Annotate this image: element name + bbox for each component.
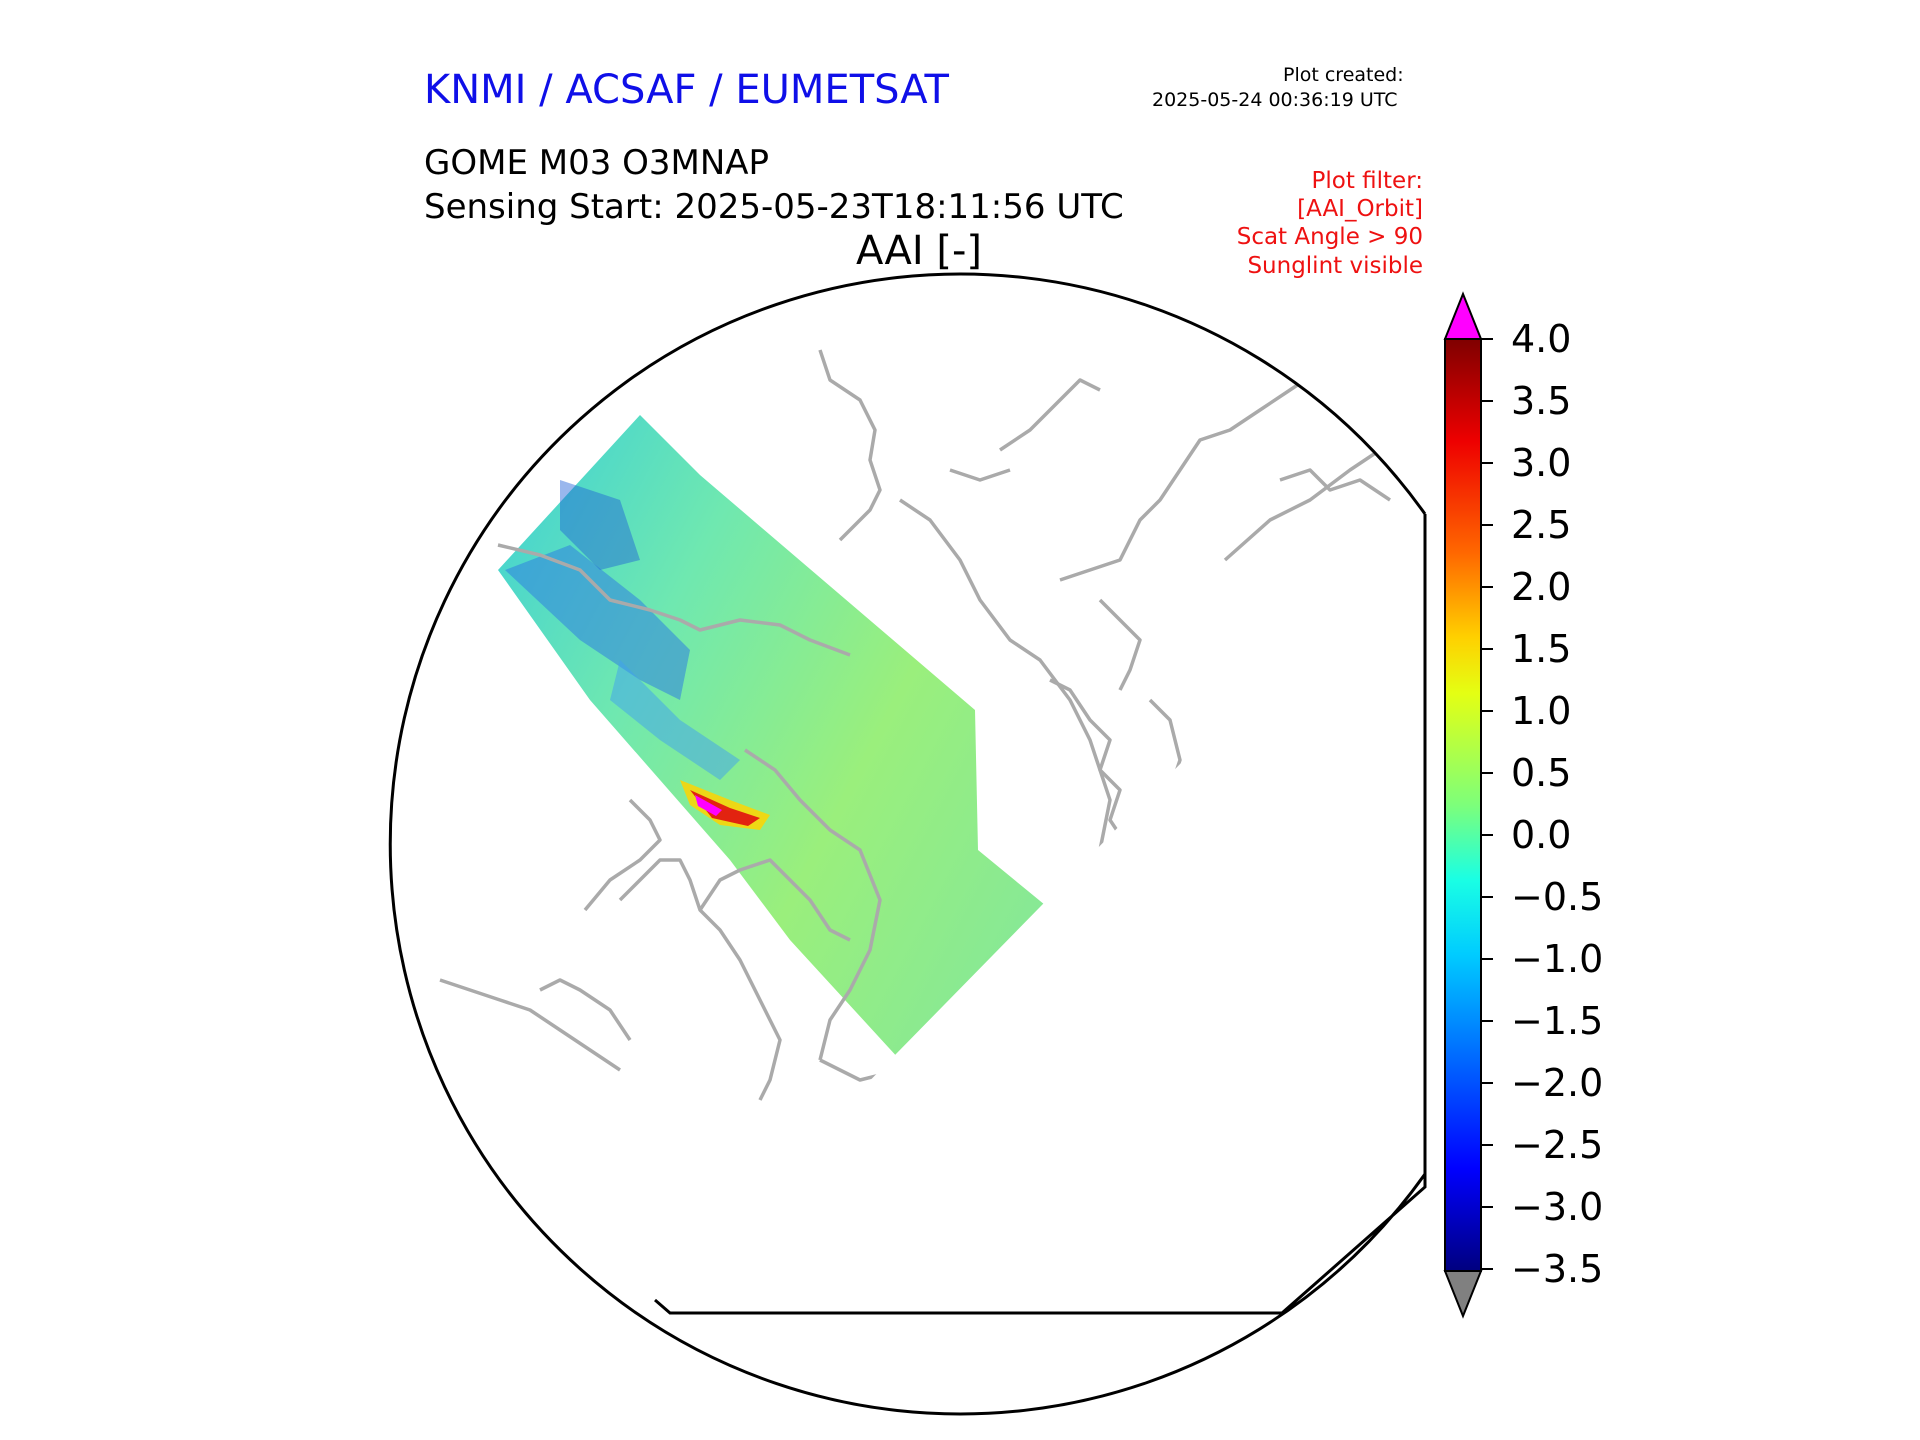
plot-filter-heading: Plot filter: (1311, 168, 1423, 194)
coastline-sweden (1088, 998, 1182, 1172)
coastline-bering (949, 468, 1011, 482)
colorbar-tick-label: −1.5 (1511, 999, 1604, 1043)
colorbar-tick-label: 2.5 (1511, 503, 1572, 547)
plot-created-label: Plot created: (1283, 64, 1404, 86)
colorbar-tick-label: 3.0 (1511, 441, 1572, 485)
swath-negative-patch (560, 480, 640, 570)
swath-negative-edge (1140, 1000, 1165, 1085)
product-title: GOME M03 O3MNAP (424, 143, 770, 183)
swath-negative-streak (610, 660, 740, 780)
coastline-siberia (1059, 368, 1321, 582)
swath-negative-east (1060, 1000, 1160, 1120)
coastline-greenland-west (618, 858, 782, 1101)
colorbar-tick-label: 1.5 (1511, 627, 1572, 671)
swath-gap-line (1083, 1064, 1162, 1161)
colorbar-gradient (1444, 338, 1482, 1272)
colorbar-tick-marks (1481, 338, 1493, 1270)
colorbar-tick-label: 0.0 (1511, 813, 1572, 857)
variable-title: AAI [-] (856, 228, 982, 274)
swath-plume-core (690, 790, 760, 826)
coastline-chukotka (999, 378, 1101, 452)
map-boundary (388, 272, 1427, 1416)
coastline-baffin (583, 798, 662, 912)
coastline-caspian (1228, 1188, 1322, 1262)
coastline-british-isles (918, 1188, 962, 1281)
colorbar-tick-label: 0.5 (1511, 751, 1572, 795)
coastline-kamchatka (1279, 468, 1391, 502)
coastline-alaska-siberia (818, 349, 882, 542)
colorbar-tick-label: −2.5 (1511, 1123, 1604, 1167)
colorbar-tick-label: −2.0 (1511, 1061, 1604, 1105)
coastline-hudson-bay (744, 748, 882, 1061)
colorbar-tick-label: 4.0 (1511, 317, 1572, 361)
colorbar-tick-label: 1.0 (1511, 689, 1572, 733)
coastline-labrador (439, 978, 621, 1072)
colorbar-over-triangle (1443, 291, 1483, 340)
coastline-baltic (1088, 929, 1161, 992)
colorbar-tick-label: −0.5 (1511, 875, 1604, 919)
swath-plume-peak (695, 795, 722, 816)
coastline-new-siberian-islands (1098, 598, 1142, 691)
coastline-north-america-arctic (497, 543, 851, 657)
swath-negative-band (505, 545, 690, 700)
colorbar-tick-label: −3.5 (1511, 1247, 1604, 1291)
colorbar (1443, 291, 1493, 1319)
colorbar-tick-label: 2.0 (1511, 565, 1572, 609)
plot-filter-name: [AAI_Orbit] (1297, 196, 1423, 222)
agency-title: KNMI / ACSAF / EUMETSAT (424, 67, 949, 113)
colorbar-tick-label: 3.5 (1511, 379, 1572, 423)
coastline-newfoundland (539, 978, 632, 1041)
plot-created-time: 2025-05-24 00:36:19 UTC (1152, 89, 1398, 111)
colorbar-tick-label: −1.0 (1511, 937, 1604, 981)
plot-filter-scat-angle: Scat Angle > 90 (1236, 224, 1423, 250)
sensing-start: Sensing Start: 2025-05-23T18:11:56 UTC (424, 187, 1124, 227)
colorbar-under-triangle (1443, 1270, 1483, 1319)
coastline-east-asia (1319, 1118, 1402, 1171)
colorbar-tick-label: −3.0 (1511, 1185, 1604, 1229)
plot-filter-sunglint: Sunglint visible (1247, 253, 1423, 279)
coastline-greenland-north (698, 858, 851, 942)
